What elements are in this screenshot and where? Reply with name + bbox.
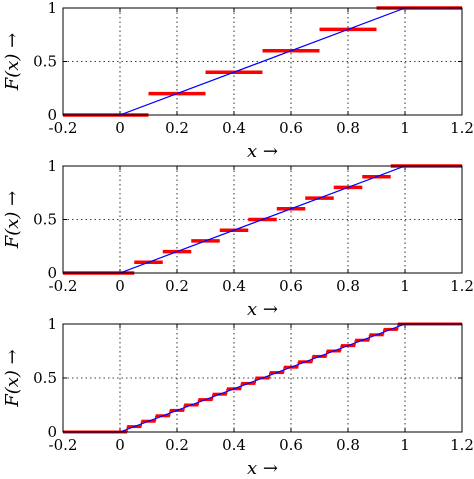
- chart-panel-3: -0.2 0 0.2 0.4 0.6 0.8 1 1.200.51x →F(x) →: [2, 315, 474, 479]
- x-axis-label: x →: [247, 458, 278, 479]
- axes-frame: [62, 7, 463, 116]
- chart-panel-1: -0.2 0 0.2 0.4 0.6 0.8 1 1.200.51x →F(x) →: [2, 0, 474, 162]
- x-tick-label: 0.2: [165, 119, 189, 137]
- chart-panel-2: -0.2 0 0.2 0.4 0.6 0.8 1 1.200.51x →F(x) →: [2, 157, 474, 320]
- y-axis-label: F(x) →: [2, 349, 23, 408]
- x-tick-label: 0.4: [222, 119, 246, 137]
- x-tick-label: 0.8: [336, 436, 360, 454]
- x-tick-label: 0.2: [165, 277, 189, 295]
- y-axis-label: F(x) →: [2, 191, 23, 250]
- x-tick-label: -0.2: [49, 119, 78, 137]
- y-tick-label: 0.5: [33, 369, 57, 387]
- x-axis-label: x →: [247, 299, 278, 320]
- x-tick-label: 1.2: [450, 277, 474, 295]
- x-tick-label: -0.2: [49, 436, 78, 454]
- x-tick-label: 0.4: [222, 436, 246, 454]
- x-tick-label: 1: [400, 436, 410, 454]
- x-tick-label: 0: [115, 119, 125, 137]
- x-tick-label: 1: [400, 119, 410, 137]
- x-tick-label: 0.6: [279, 436, 303, 454]
- x-tick-label: 0: [115, 277, 125, 295]
- y-tick-label: 1: [47, 157, 57, 175]
- axes-frame: [62, 165, 463, 274]
- x-tick-label: 0.4: [222, 277, 246, 295]
- y-tick-label: 0: [47, 423, 57, 441]
- y-tick-label: 1: [47, 0, 57, 17]
- y-tick-label: 0: [47, 264, 57, 282]
- x-tick-label: 0: [115, 436, 125, 454]
- x-tick-label: 1: [400, 277, 410, 295]
- x-tick-label: 1.2: [450, 436, 474, 454]
- x-tick-label: 0.8: [336, 119, 360, 137]
- axes-frame: [62, 323, 463, 433]
- y-axis-label: F(x) →: [2, 33, 23, 92]
- x-axis-label: x →: [247, 141, 278, 162]
- x-tick-label: 0.6: [279, 119, 303, 137]
- x-tick-label: 0.2: [165, 436, 189, 454]
- x-tick-label: -0.2: [49, 277, 78, 295]
- y-tick-label: 0.5: [33, 211, 57, 229]
- y-tick-label: 0: [47, 106, 57, 124]
- y-tick-label: 1: [47, 315, 57, 333]
- y-tick-label: 0.5: [33, 53, 57, 71]
- x-tick-label: 0.8: [336, 277, 360, 295]
- x-tick-label: 0.6: [279, 277, 303, 295]
- x-tick-label: 1.2: [450, 119, 474, 137]
